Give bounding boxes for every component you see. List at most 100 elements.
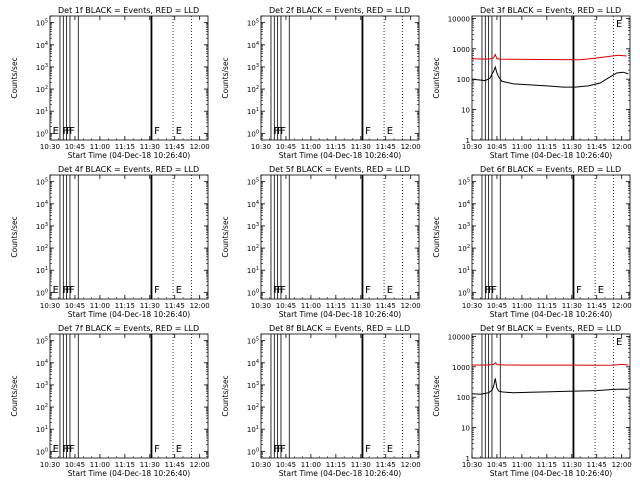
flag-marker: F <box>69 126 75 137</box>
y-tick-label: 105 <box>458 178 470 187</box>
y-tick-label: 10 <box>461 107 470 115</box>
x-tick-label: 11:00 <box>90 143 110 151</box>
flag-marker: F <box>277 444 283 455</box>
x-tick-label: 10:45 <box>487 461 507 469</box>
y-tick-label: 102 <box>458 244 470 253</box>
panel-title: Det 7f BLACK = Events, RED = LLD <box>58 324 199 333</box>
plot-frame <box>49 15 209 141</box>
y-tick-label: 100 <box>457 76 470 84</box>
panel-title: Det 9f BLACK = Events, RED = LLD <box>480 324 621 333</box>
x-axis-label: Start Time (04-Dec-18 10:26:40) <box>490 469 612 478</box>
x-tick-label: 11:30 <box>562 143 582 151</box>
flag-marker: E <box>616 19 622 30</box>
y-tick-label: 102 <box>247 85 259 94</box>
detector-panel-8: Det 8f BLACK = Events, RED = LLD 100 101 10… <box>221 324 421 478</box>
flag-marker: F <box>66 285 72 296</box>
x-tick-label: 10:45 <box>276 143 296 151</box>
x-tick-label: 11:45 <box>376 143 396 151</box>
x-tick-label: 11:15 <box>537 143 557 151</box>
detector-panel-6: Det 6f BLACK = Events, RED = LLD 100 101 10… <box>432 165 632 319</box>
flag-marker: F <box>274 444 280 455</box>
flag-marker: E <box>176 126 182 137</box>
y-tick-label: 104 <box>247 359 259 368</box>
flag-marker: F <box>280 126 286 137</box>
detector-panel-4: Det 4f BLACK = Events, RED = LLD 100 101 10… <box>10 165 210 319</box>
series-line-events <box>471 378 629 395</box>
flag-marker: F <box>63 444 69 455</box>
x-tick-label: 11:00 <box>512 143 532 151</box>
series-line-events <box>471 65 629 88</box>
x-tick-label: 12:00 <box>190 461 210 469</box>
y-tick-label: 101 <box>247 266 259 275</box>
y-tick-label: 1000 <box>452 46 470 54</box>
x-tick-label: 11:00 <box>90 461 110 469</box>
panel-title: Det 4f BLACK = Events, RED = LLD <box>58 165 199 174</box>
y-tick-label: 104 <box>247 41 259 50</box>
x-axis-label: Start Time (04-Dec-18 10:26:40) <box>490 310 612 319</box>
detector-panel-3: Det 3f BLACK = Events, RED = LLD 1 10 100 10… <box>432 6 632 160</box>
flag-marker: F <box>63 285 69 296</box>
x-tick-label: 10:30 <box>251 461 271 469</box>
flag-marker: F <box>488 285 494 296</box>
x-tick-label: 10:45 <box>276 302 296 310</box>
x-axis-label: Start Time (04-Dec-18 10:26:40) <box>68 469 190 478</box>
y-tick-label: 100 <box>247 129 259 138</box>
y-tick-label: 10 <box>461 425 470 433</box>
detector-panel-5: Det 5f BLACK = Events, RED = LLD 100 101 10… <box>221 165 421 319</box>
x-tick-label: 11:00 <box>301 143 321 151</box>
y-tick-label: 10000 <box>448 333 470 341</box>
x-tick-label: 11:15 <box>326 302 346 310</box>
x-tick-label: 10:30 <box>462 302 482 310</box>
plot-frame <box>260 15 420 141</box>
x-tick-label: 11:15 <box>326 143 346 151</box>
y-tick-label: 102 <box>36 85 48 94</box>
y-tick-label: 105 <box>36 337 48 346</box>
y-tick-label: 103 <box>458 222 470 231</box>
y-tick-label: 102 <box>247 244 259 253</box>
y-axis-label: Counts/sec <box>10 57 19 98</box>
y-tick-label: 10000 <box>448 15 470 23</box>
y-tick-label: 103 <box>36 381 48 390</box>
plot-frame <box>260 174 420 300</box>
x-tick-label: 11:30 <box>140 143 160 151</box>
y-axis-label: Counts/sec <box>432 216 441 257</box>
y-tick-label: 101 <box>36 425 48 434</box>
y-tick-label: 100 <box>36 129 48 138</box>
flag-marker: F <box>365 126 371 137</box>
plot-frame <box>49 174 209 300</box>
x-tick-label: 11:30 <box>562 461 582 469</box>
x-tick-label: 11:15 <box>115 461 135 469</box>
y-axis-label: Counts/sec <box>10 375 19 416</box>
flag-marker: E <box>176 285 182 296</box>
x-tick-label: 11:45 <box>376 461 396 469</box>
x-tick-label: 11:15 <box>537 461 557 469</box>
x-tick-label: 11:30 <box>351 143 371 151</box>
x-axis-label: Start Time (04-Dec-18 10:26:40) <box>279 310 401 319</box>
x-tick-label: 11:15 <box>115 302 135 310</box>
y-tick-label: 104 <box>247 200 259 209</box>
y-tick-label: 100 <box>36 447 48 456</box>
y-tick-label: 101 <box>36 266 48 275</box>
y-tick-label: 103 <box>247 63 259 72</box>
y-tick-label: 104 <box>458 200 470 209</box>
x-tick-label: 11:45 <box>165 143 185 151</box>
y-tick-label: 101 <box>458 266 470 275</box>
y-tick-label: 103 <box>36 63 48 72</box>
y-tick-label: 100 <box>247 288 259 297</box>
x-tick-label: 11:30 <box>140 302 160 310</box>
y-tick-label: 100 <box>247 447 259 456</box>
panel-title: Det 8f BLACK = Events, RED = LLD <box>269 324 410 333</box>
flag-marker: F <box>576 285 582 296</box>
flag-marker: F <box>365 285 371 296</box>
detector-panel-1: Det 1f BLACK = Events, RED = LLD 100 101 10… <box>10 6 210 160</box>
y-tick-label: 103 <box>247 381 259 390</box>
y-tick-label: 101 <box>247 107 259 116</box>
x-axis-label: Start Time (04-Dec-18 10:26:40) <box>279 151 401 160</box>
series-line-lld <box>471 53 627 61</box>
x-tick-label: 12:00 <box>612 143 632 151</box>
y-tick-label: 101 <box>36 107 48 116</box>
flag-marker: F <box>154 444 160 455</box>
x-tick-label: 12:00 <box>401 461 421 469</box>
flag-marker: E <box>53 444 59 455</box>
x-tick-label: 11:45 <box>587 302 607 310</box>
